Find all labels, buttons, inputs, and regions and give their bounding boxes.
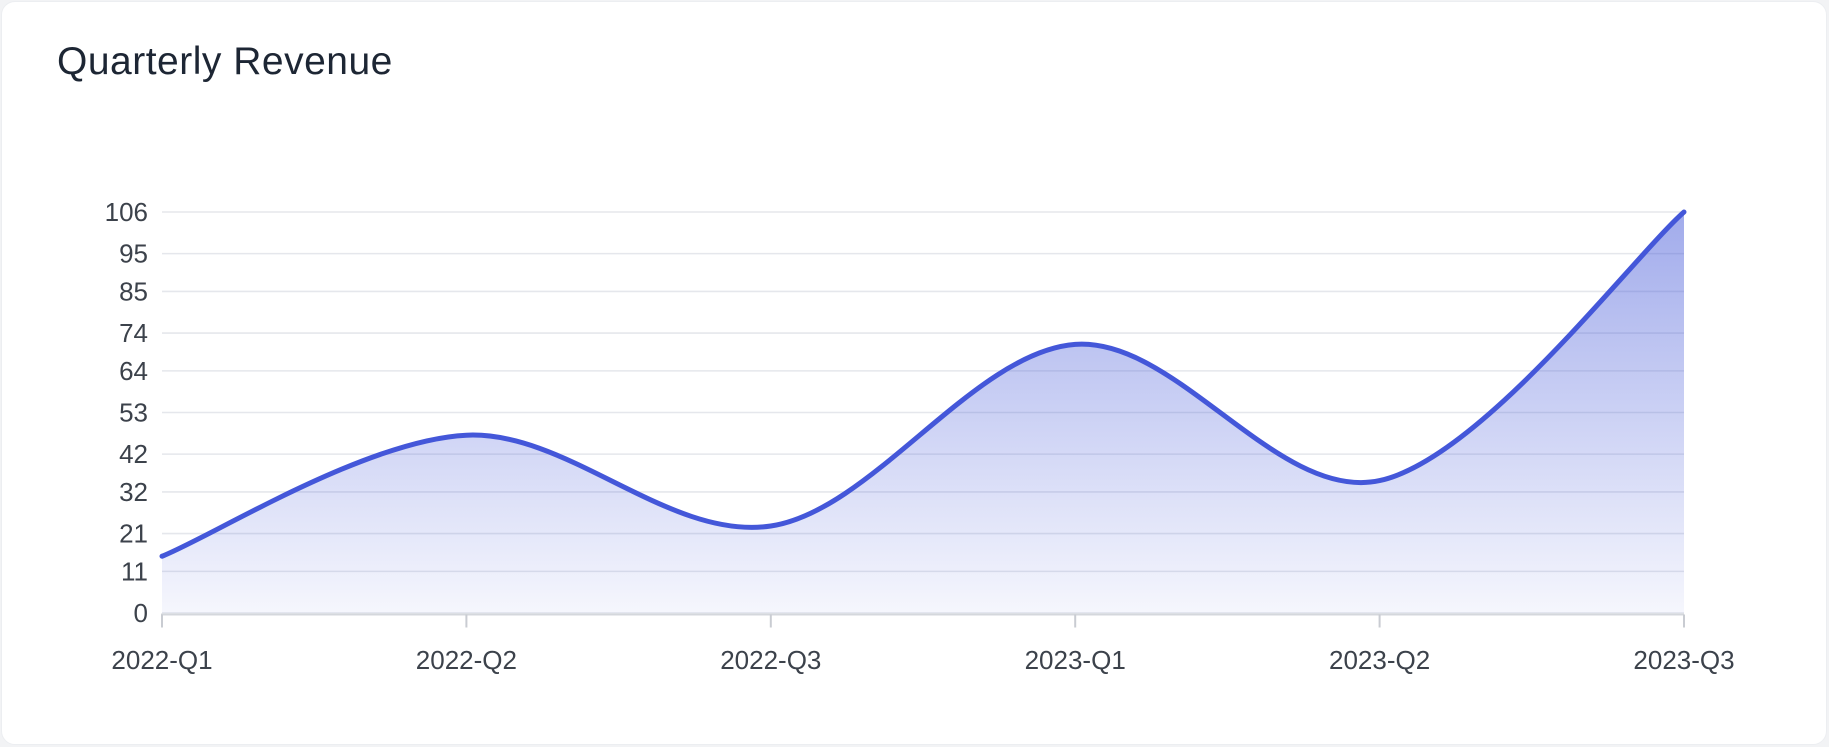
- svg-text:85: 85: [119, 276, 148, 306]
- x-axis-ticks: [161, 614, 1685, 628]
- x-axis-labels: 2022-Q1 2022-Q2 2022-Q3 2023-Q1 2023-Q2 2023-…: [111, 645, 1734, 675]
- area-fill: [162, 212, 1684, 613]
- svg-text:11: 11: [121, 556, 148, 586]
- svg-text:53: 53: [119, 398, 148, 428]
- svg-text:2023-Q3: 2023-Q3: [1633, 645, 1734, 675]
- svg-text:2023-Q2: 2023-Q2: [1329, 645, 1430, 675]
- svg-text:2022-Q3: 2022-Q3: [720, 645, 821, 675]
- svg-text:42: 42: [119, 439, 148, 469]
- svg-text:21: 21: [119, 519, 148, 549]
- svg-text:95: 95: [119, 239, 148, 269]
- svg-text:32: 32: [119, 477, 148, 507]
- chart-title: Quarterly Revenue: [57, 40, 393, 83]
- svg-text:2022-Q1: 2022-Q1: [111, 645, 212, 675]
- series-line: [159, 209, 1687, 559]
- y-axis-labels: 0 11 21 32 42 53 64 74 85 95 106: [105, 197, 148, 628]
- svg-text:74: 74: [119, 318, 148, 348]
- svg-text:2022-Q2: 2022-Q2: [416, 645, 517, 675]
- svg-text:0: 0: [134, 598, 148, 628]
- svg-text:2023-Q1: 2023-Q1: [1025, 645, 1126, 675]
- svg-text:64: 64: [119, 356, 148, 386]
- svg-text:106: 106: [105, 197, 148, 227]
